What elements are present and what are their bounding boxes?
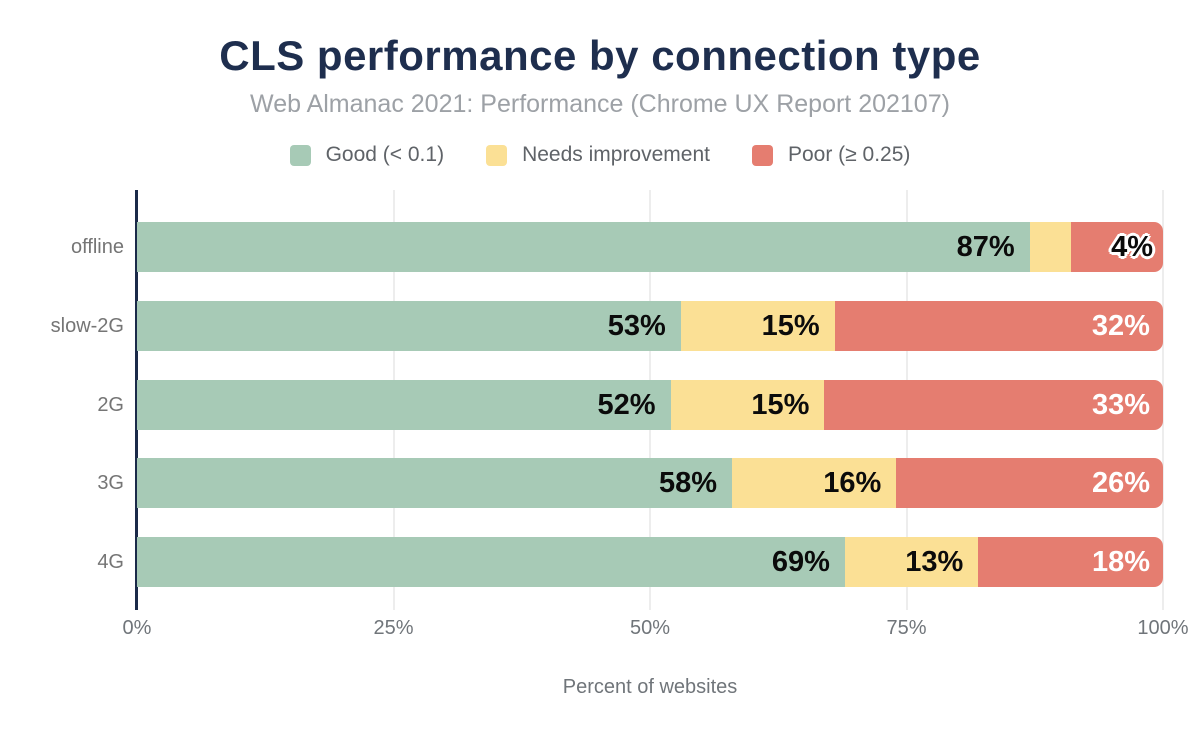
bar-row: 3G 58% 16% 26% (97, 458, 1163, 509)
plot-area: 0% 25% 50% 75% 100% offline 87% 4% slow-2G 53% 15%… (51, 190, 1189, 639)
x-tick-label: 75% (886, 617, 927, 639)
bar-segment-needs-improvement (1029, 222, 1071, 272)
bar-segment-poor: 33% (824, 379, 1163, 430)
y-axis-line (135, 190, 138, 610)
chart-title: CLS performance by connection type (219, 32, 981, 79)
bar-segment-poor: 32% (834, 300, 1163, 351)
legend-item-label: Poor (≥ 0.25) (787, 143, 911, 166)
bar-segment-poor: 26% (896, 458, 1163, 509)
bar-segment-good: 87% (137, 222, 1030, 272)
legend-item: Poor (≥ 0.25) (751, 143, 911, 167)
legend-item: Needs improvement (486, 143, 710, 167)
bar-value-label: 13% (905, 546, 964, 578)
bar-value-label: 26% (1091, 467, 1150, 500)
category-label: 3G (97, 472, 124, 495)
legend-item-label: Good (< 0.1) (325, 143, 445, 166)
bar-value-label: 58% (659, 467, 718, 500)
bar-segment-good: 69% (137, 537, 845, 587)
bar-value-label: 16% (823, 467, 882, 500)
bar-row: offline 87% 4% (71, 222, 1163, 272)
bar-value-label: 69% (771, 546, 830, 578)
category-label: offline (70, 236, 124, 258)
bar-value-label: 18% (1091, 546, 1150, 578)
x-tick-label: 0% (122, 617, 152, 639)
bar-segment-needs-improvement: 13% (844, 537, 979, 587)
x-tick-label: 25% (373, 617, 414, 639)
bar-value-label: 87% (956, 231, 1015, 263)
bar-segment-needs-improvement: 15% (670, 379, 825, 430)
legend-swatch (751, 144, 773, 166)
legend-swatch (486, 144, 508, 166)
legend-swatch (289, 144, 311, 166)
category-label: slow-2G (50, 314, 124, 337)
bar-value-label: 32% (1091, 309, 1150, 342)
x-axis-label: Percent of websites (562, 676, 738, 698)
category-label: 4G (97, 551, 124, 573)
bar-value-label: 4% (1111, 231, 1153, 263)
bar-segment-good: 58% (137, 458, 733, 509)
bar-value-label: 15% (761, 309, 820, 342)
gridline (1162, 190, 1164, 610)
bar-segment-poor: 18% (978, 537, 1163, 587)
bar-value-label: 15% (751, 388, 810, 421)
bar-segment-poor (1070, 222, 1163, 272)
bar-row: slow-2G 53% 15% 32% (51, 300, 1163, 351)
chart-subtitle: Web Almanac 2021: Performance (Chrome UX… (250, 90, 950, 118)
legend-item-label: Needs improvement (522, 143, 710, 166)
bar-segment-needs-improvement: 16% (732, 458, 897, 509)
legend: Good (< 0.1) Needs improvement Poor (≥ 0.2… (0, 141, 1200, 169)
bar-value-label: 33% (1091, 388, 1150, 421)
bar-value-label: 52% (597, 388, 656, 421)
x-tick-label: 100% (1137, 617, 1189, 639)
bar-value-label: 53% (607, 309, 666, 342)
category-label: 2G (97, 393, 124, 416)
bar-segment-needs-improvement: 15% (680, 300, 835, 351)
bar-row: 2G 52% 15% 33% (97, 379, 1163, 430)
bar-segment-good: 53% (137, 300, 681, 351)
legend-item: Good (< 0.1) (289, 143, 445, 167)
x-tick-label: 50% (629, 617, 671, 639)
bar-row: 4G 69% 13% 18% (97, 537, 1163, 587)
bar-segment-good: 52% (137, 379, 671, 430)
